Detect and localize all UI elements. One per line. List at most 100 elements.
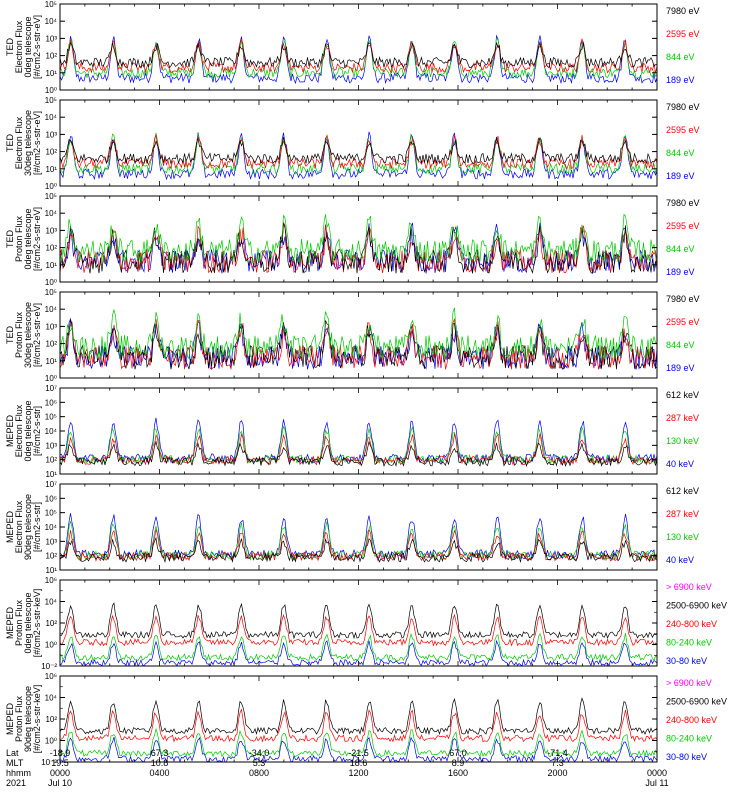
legend-label: 189 eV — [666, 363, 695, 373]
y-tick-label: 10² — [45, 619, 57, 628]
legend-label: 240-800 keV — [666, 715, 717, 725]
y-axis-label-line: 0deg telescope — [23, 592, 33, 653]
y-tick-label: 10⁻² — [41, 758, 57, 767]
y-axis-label-line: 0deg telescope — [23, 208, 33, 269]
legend-label: 40 keV — [666, 555, 694, 565]
legend-label: 612 keV — [666, 486, 699, 496]
legend-label: 844 eV — [666, 148, 695, 158]
footer-value: -18.9 — [50, 748, 71, 758]
y-tick-label: 10² — [45, 244, 57, 253]
panel-6-traces — [60, 513, 657, 564]
y-axis-label-line: 30deg telescope — [23, 302, 33, 368]
legend-label: 2500-6900 keV — [666, 601, 727, 611]
panel-1-traces — [60, 34, 657, 85]
legend-label: > 6900 keV — [666, 582, 712, 592]
y-axis-label-line: TED — [5, 229, 15, 248]
y-tick-label: 10² — [45, 715, 57, 724]
y-tick-label: 10⁵ — [45, 509, 57, 518]
panel-3: 10⁰ 10¹ 10² 10³ 10⁴ 10⁵ TED Proton Flux 0deg tel… — [5, 192, 700, 287]
y-axis-label-line: MEPED — [5, 511, 15, 544]
y-axis-label-line: MEPED — [5, 703, 15, 736]
y-tick-label: 10⁵ — [45, 288, 57, 297]
panel-1-frame — [59, 3, 658, 91]
panel-5-traces — [60, 417, 657, 468]
y-axis-label-line: [#/cm2-s-str] — [32, 406, 42, 456]
legend-label: 844 eV — [666, 52, 695, 62]
y-axis-label-line: [#/cm2-s-str-eV] — [32, 207, 42, 271]
y-axis-label-line: MEPED — [5, 607, 15, 640]
footer-value: 1200 — [348, 768, 368, 778]
y-axis-label-line: Proton Flux — [14, 311, 24, 358]
y-tick-label: 10⁰ — [45, 641, 57, 650]
trace-1-1 — [60, 34, 657, 85]
legend-label: 40 keV — [666, 459, 694, 469]
y-tick-label: 10⁰ — [45, 737, 57, 746]
trace-5-1 — [60, 417, 657, 464]
y-axis-label-line: Electron Flux — [14, 404, 24, 457]
trace-1-3 — [60, 38, 657, 74]
legend-label: 287 keV — [666, 413, 699, 423]
y-axis-label-line: TED — [5, 325, 15, 344]
y-tick-label: 10⁰ — [45, 278, 57, 287]
footer-row-label: MLT — [6, 758, 24, 768]
footer-value: 67.3 — [151, 748, 169, 758]
y-tick-label: 10¹ — [45, 261, 57, 270]
y-tick-label: 10⁴ — [45, 305, 58, 314]
y-tick-label: 10⁰ — [45, 182, 57, 191]
legend-label: 2595 eV — [666, 29, 700, 39]
panel-4: 10⁰ 10¹ 10² 10³ 10⁴ 10⁵ TED Proton Flux 30deg te… — [5, 288, 700, 383]
y-axis-label-line: 30deg telescope — [23, 110, 33, 176]
trace-7-4 — [60, 602, 657, 640]
trace-6-1 — [60, 513, 657, 560]
panel-2: 10⁰ 10¹ 10² 10³ 10⁴ 10⁵ TED Electron Flux 30deg … — [5, 96, 700, 191]
trace-1-4 — [60, 41, 657, 69]
footer-value: 67.0 — [449, 748, 467, 758]
legend-label: 7980 eV — [666, 294, 700, 304]
y-tick-label: 10⁶ — [45, 398, 57, 407]
footer-value: 0000 — [647, 768, 667, 778]
panel-6: 10¹ 10² 10³ 10⁴ 10⁵ 10⁶ 10⁷ MEPED Electron Flux 9… — [5, 480, 699, 575]
legend-label: 7980 eV — [666, 102, 700, 112]
legend-label: 287 keV — [666, 509, 699, 519]
footer-value: Jul 10 — [48, 778, 72, 788]
footer-row-label: hhmm — [6, 768, 31, 778]
footer-value: Jul 11 — [645, 778, 668, 788]
y-tick-label: 10³ — [45, 130, 57, 139]
legend-label: 189 eV — [666, 171, 695, 181]
y-tick-label: 10⁴ — [45, 113, 58, 122]
y-tick-label: 10² — [45, 552, 57, 561]
panel-4-traces — [60, 307, 657, 371]
y-tick-label: 10⁴ — [45, 17, 58, 26]
footer-value: -34.0 — [249, 748, 270, 758]
y-tick-label: 10³ — [45, 441, 57, 450]
y-tick-label: 10⁵ — [45, 192, 57, 201]
y-tick-label: 10⁴ — [45, 598, 58, 607]
panel-7-traces — [60, 602, 657, 666]
y-axis-label-line: 90deg telescope — [23, 494, 33, 560]
y-tick-label: 10⁶ — [45, 576, 57, 585]
y-tick-label: 10⁵ — [45, 0, 57, 9]
y-axis-label-line: [#/cm2-s-str-eV] — [32, 15, 42, 79]
y-tick-label: 10³ — [45, 322, 57, 331]
y-tick-label: 10⁷ — [45, 480, 57, 489]
y-tick-label: 10⁴ — [45, 209, 58, 218]
y-axis-label-line: Proton Flux — [14, 695, 24, 742]
y-tick-label: 10² — [45, 340, 57, 349]
y-axis-label-line: [#/cm2-s-str] — [32, 502, 42, 552]
y-axis-label-line: [#/cm2-s-str-eV] — [32, 303, 42, 367]
legend-label: 2595 eV — [666, 221, 700, 231]
footer-value: 0800 — [249, 768, 269, 778]
trace-5-4 — [60, 440, 657, 468]
footer-value: 10.8 — [151, 758, 169, 768]
footer-value: 0400 — [149, 768, 169, 778]
trace-7-2 — [60, 632, 657, 662]
trace-8-2 — [60, 727, 657, 758]
footer-value: 5.3 — [253, 758, 266, 768]
y-tick-label: 10⁷ — [45, 384, 57, 393]
panel-7-frame — [59, 579, 658, 667]
trace-4-3 — [60, 319, 657, 371]
legend-label: 612 keV — [666, 390, 699, 400]
legend-label: 2595 eV — [666, 317, 700, 327]
y-tick-label: 10³ — [45, 537, 57, 546]
